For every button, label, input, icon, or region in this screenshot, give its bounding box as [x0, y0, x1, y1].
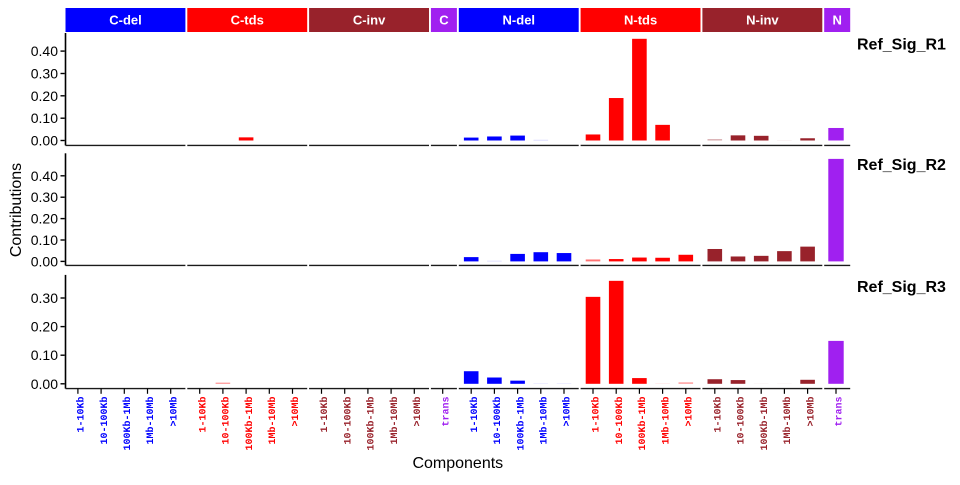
svg-text:C-inv: C-inv [353, 13, 386, 28]
svg-text:1-10Kb: 1-10Kb [76, 397, 88, 433]
svg-text:trans: trans [835, 397, 846, 427]
svg-text:1Mb-10Mb: 1Mb-10Mb [145, 397, 157, 445]
svg-text:100Kb-1Mb: 100Kb-1Mb [366, 397, 378, 451]
svg-text:Contributions: Contributions [8, 163, 25, 257]
svg-text:1Mb-10Mb: 1Mb-10Mb [660, 397, 672, 445]
svg-text:100Kb-1Mb: 100Kb-1Mb [122, 397, 134, 451]
svg-text:0.10: 0.10 [31, 347, 58, 363]
svg-text:10-100Kb: 10-100Kb [342, 397, 354, 445]
svg-text:100Kb-1Mb: 100Kb-1Mb [515, 397, 527, 451]
svg-text:0.00: 0.00 [31, 253, 58, 269]
svg-text:Ref_Sig_R3: Ref_Sig_R3 [857, 279, 946, 296]
svg-text:>10Mb: >10Mb [412, 397, 424, 427]
svg-text:1-10Kb: 1-10Kb [713, 397, 725, 433]
svg-text:trans: trans [441, 397, 452, 427]
svg-text:10-100Kb: 10-100Kb [614, 397, 626, 445]
svg-text:N-del: N-del [503, 13, 536, 28]
svg-text:Components: Components [412, 455, 503, 472]
svg-text:0.30: 0.30 [31, 290, 58, 306]
svg-text:>10Mb: >10Mb [684, 397, 696, 427]
svg-text:10-100Kb: 10-100Kb [221, 397, 233, 445]
svg-text:>10Mb: >10Mb [290, 397, 302, 427]
svg-text:10-100Kb: 10-100Kb [99, 397, 111, 445]
svg-text:1Mb-10Mb: 1Mb-10Mb [782, 397, 794, 445]
svg-text:0.20: 0.20 [31, 211, 58, 227]
svg-text:Ref_Sig_R2: Ref_Sig_R2 [857, 157, 946, 174]
svg-text:N-tds: N-tds [624, 13, 657, 28]
svg-text:1Mb-10Mb: 1Mb-10Mb [389, 397, 401, 445]
svg-text:C: C [439, 13, 449, 28]
svg-text:>10Mb: >10Mb [562, 397, 574, 427]
svg-text:100Kb-1Mb: 100Kb-1Mb [244, 397, 256, 451]
svg-text:0.40: 0.40 [31, 43, 58, 59]
svg-text:0.20: 0.20 [31, 319, 58, 335]
svg-text:10-100Kb: 10-100Kb [492, 396, 504, 444]
svg-text:1-10Kb: 1-10Kb [197, 397, 209, 433]
svg-text:N: N [833, 13, 842, 28]
svg-text:C-tds: C-tds [231, 13, 264, 28]
svg-text:0.20: 0.20 [31, 88, 58, 104]
svg-text:C-del: C-del [109, 13, 142, 28]
svg-text:0.40: 0.40 [31, 168, 58, 184]
svg-text:0.10: 0.10 [31, 110, 58, 126]
svg-text:1Mb-10Mb: 1Mb-10Mb [267, 397, 279, 445]
svg-text:0.30: 0.30 [31, 189, 58, 205]
svg-text:Ref_Sig_R1: Ref_Sig_R1 [857, 37, 946, 54]
svg-text:1Mb-10Mb: 1Mb-10Mb [539, 397, 551, 445]
svg-text:100Kb-1Mb: 100Kb-1Mb [759, 397, 771, 451]
svg-text:100Kb-1Mb: 100Kb-1Mb [637, 397, 649, 451]
svg-text:0.00: 0.00 [31, 376, 58, 392]
svg-text:0.30: 0.30 [31, 66, 58, 82]
svg-text:0.00: 0.00 [31, 133, 58, 149]
svg-text:N-inv: N-inv [746, 13, 779, 28]
svg-text:1-10Kb: 1-10Kb [591, 397, 603, 433]
svg-text:1-10Kb: 1-10Kb [319, 397, 331, 433]
svg-text:10-100Kb: 10-100Kb [736, 397, 748, 445]
svg-text:>10Mb: >10Mb [805, 397, 817, 427]
svg-text:0.10: 0.10 [31, 232, 58, 248]
svg-text:1-10Kb: 1-10Kb [469, 397, 481, 433]
svg-text:>10Mb: >10Mb [168, 397, 180, 427]
